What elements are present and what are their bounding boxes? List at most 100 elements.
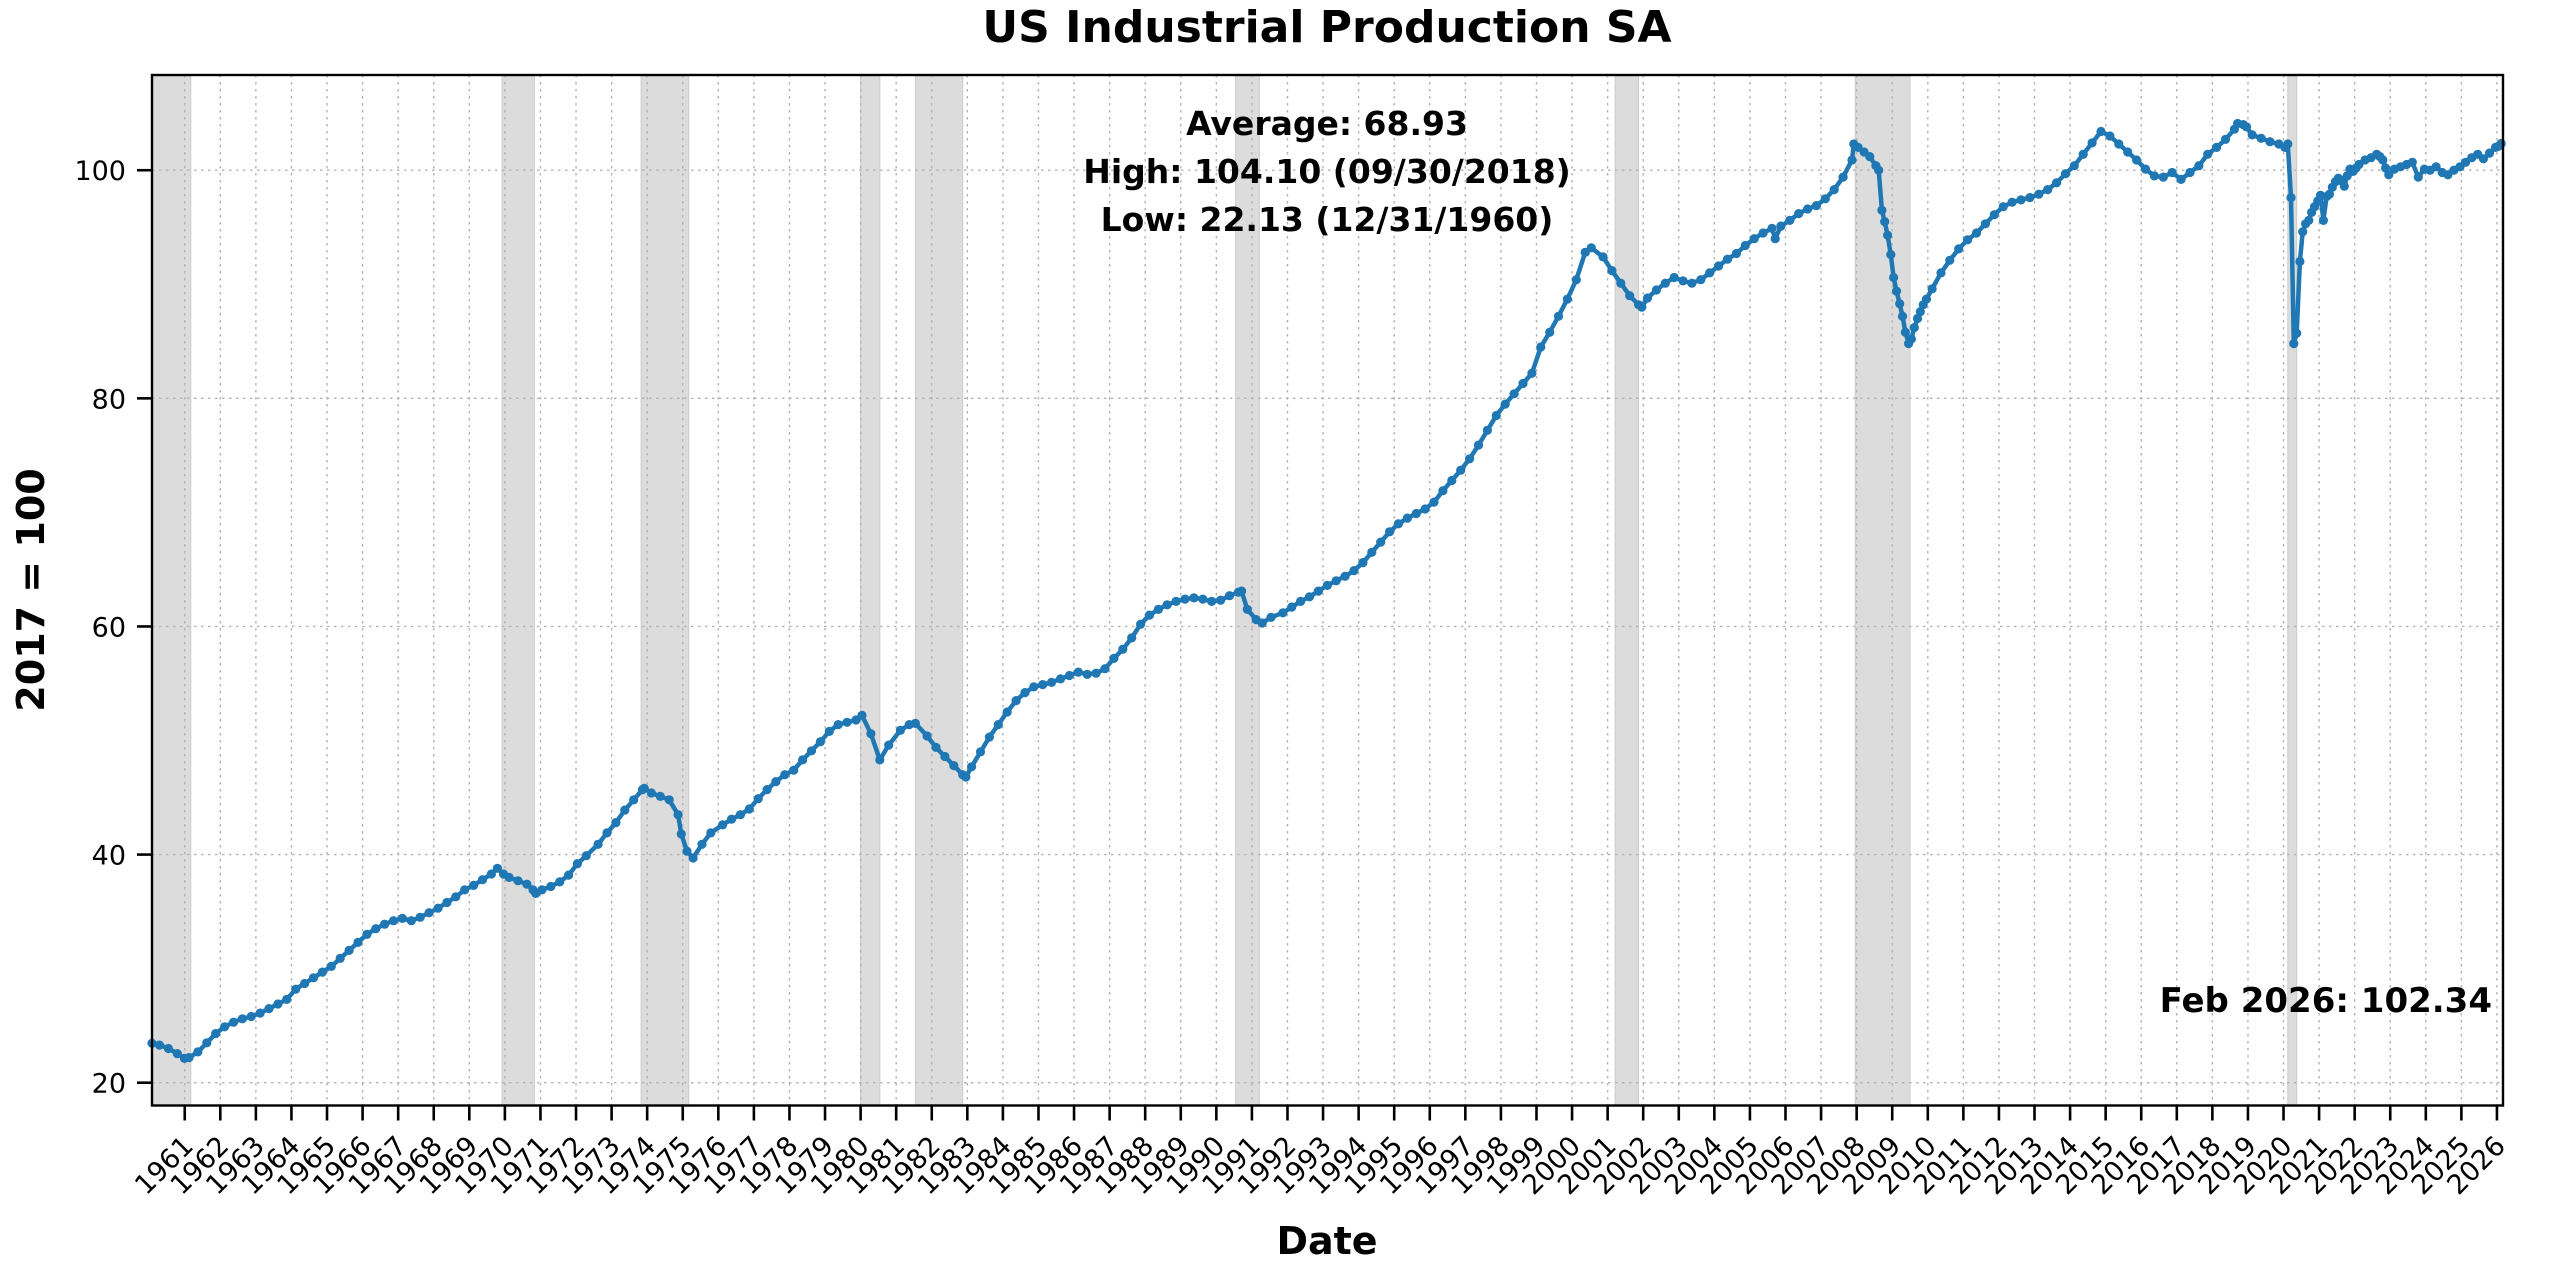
- recession-band: [860, 74, 881, 1106]
- series-marker: [273, 999, 283, 1009]
- series-marker: [1880, 217, 1890, 227]
- series-marker: [255, 1008, 265, 1018]
- series-marker: [967, 762, 977, 772]
- series-marker: [2069, 161, 2079, 171]
- series-marker: [806, 746, 817, 756]
- series-marker: [1731, 248, 1741, 259]
- series-marker: [1847, 155, 1857, 165]
- series-marker: [1571, 275, 1581, 285]
- series-marker: [246, 1011, 256, 1022]
- y-tick-label: 100: [74, 156, 126, 187]
- series-marker: [1456, 465, 1466, 475]
- recession-band: [914, 74, 964, 1106]
- series-marker: [1553, 311, 1564, 321]
- series-marker: [1586, 243, 1596, 253]
- series-marker: [2194, 161, 2204, 171]
- series-marker: [2060, 169, 2071, 179]
- series-marker: [2318, 215, 2328, 225]
- series-marker: [2078, 149, 2088, 159]
- series-marker: [1411, 508, 1421, 519]
- series-marker: [477, 875, 488, 885]
- series-marker: [1376, 537, 1386, 547]
- series-marker: [1945, 255, 1955, 265]
- series-marker: [1136, 619, 1146, 629]
- series-marker: [1687, 278, 1697, 288]
- series-marker: [388, 916, 399, 926]
- series-marker: [154, 1040, 165, 1050]
- series-marker: [1237, 586, 1247, 596]
- series-marker: [629, 795, 639, 805]
- series-marker: [1322, 580, 1332, 591]
- series-marker: [697, 839, 707, 849]
- series-marker: [1921, 294, 1931, 304]
- series-layer: [147, 118, 2506, 1063]
- series-marker: [1625, 291, 1635, 301]
- series-marker: [922, 731, 932, 741]
- series-marker: [1109, 653, 1119, 664]
- series-marker: [1482, 425, 1492, 435]
- y-tick-label: 60: [92, 612, 126, 643]
- series-marker: [492, 863, 502, 873]
- series-marker: [2484, 148, 2495, 158]
- series-marker: [1794, 209, 1804, 219]
- y-tick-label: 40: [92, 841, 126, 872]
- series-marker: [1897, 311, 1908, 321]
- series-marker: [762, 785, 772, 795]
- series-marker: [815, 737, 826, 747]
- series-marker: [1509, 389, 1519, 399]
- series-marker: [1740, 240, 1750, 251]
- series-marker: [676, 829, 686, 839]
- series-marker: [1954, 244, 1964, 254]
- series-marker: [406, 916, 416, 926]
- series-marker: [2043, 185, 2053, 195]
- series-marker: [1500, 399, 1510, 409]
- series-marker: [1811, 201, 1821, 211]
- series-marker: [1278, 608, 1288, 618]
- series-marker: [611, 818, 621, 828]
- series-marker: [961, 772, 971, 782]
- series-marker: [2220, 134, 2231, 144]
- series-marker: [910, 718, 921, 729]
- series-marker: [237, 1014, 247, 1024]
- series-marker: [460, 885, 470, 895]
- series-marker: [2378, 155, 2388, 165]
- series-marker: [1029, 682, 1039, 692]
- series-marker: [2052, 178, 2062, 188]
- series-marker: [1118, 644, 1128, 654]
- series-marker: [1144, 610, 1155, 620]
- series-marker: [581, 851, 591, 861]
- series-marker: [1429, 497, 1439, 507]
- series-marker: [639, 783, 649, 794]
- series-marker: [1758, 228, 1768, 238]
- series-marker: [1874, 165, 1884, 175]
- series-marker: [522, 879, 532, 889]
- series-marker: [1696, 275, 1706, 285]
- series-marker: [486, 869, 496, 879]
- series-marker: [1989, 210, 1999, 220]
- series-marker: [975, 747, 986, 757]
- series-marker: [1886, 250, 1896, 260]
- series-marker: [2289, 339, 2299, 349]
- series-marker: [1803, 204, 1813, 214]
- series-marker: [682, 846, 692, 856]
- recession-band: [1614, 74, 1640, 1106]
- series-marker: [1678, 276, 1688, 286]
- series-marker: [202, 1038, 212, 1048]
- series-marker: [798, 755, 808, 765]
- series-marker: [513, 876, 523, 886]
- series-marker: [2016, 195, 2026, 205]
- series-marker: [572, 859, 583, 869]
- series-marker: [1527, 368, 1537, 378]
- series-marker: [362, 929, 372, 940]
- series-marker: [1562, 294, 1572, 304]
- series-marker: [2292, 328, 2302, 338]
- series-marker: [184, 1053, 194, 1063]
- series-marker: [1770, 234, 1780, 244]
- series-marker: [2283, 139, 2293, 149]
- series-marker: [1242, 604, 1252, 615]
- axes-layer: [137, 73, 2505, 1121]
- series-marker: [949, 761, 959, 771]
- series-marker: [264, 1004, 274, 1014]
- series-marker: [317, 967, 327, 977]
- series-marker: [1980, 219, 1990, 229]
